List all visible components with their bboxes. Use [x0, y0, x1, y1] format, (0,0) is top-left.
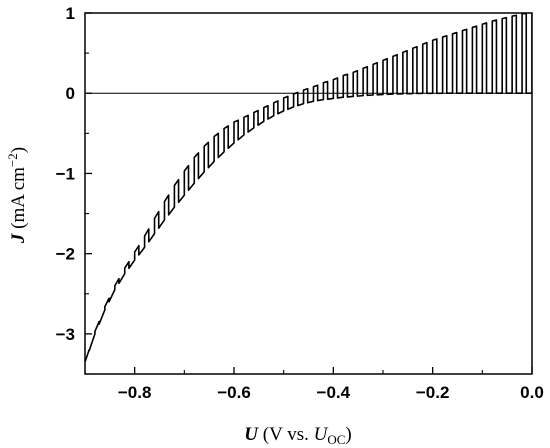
plot-frame — [84, 12, 533, 375]
x-axis-ticks: −0.8 −0.6 −0.4 −0.2 0.0 — [84, 367, 544, 402]
x-tick-label: 0.0 — [520, 383, 544, 402]
y-axis-label: J (mA cm−2) — [5, 147, 29, 244]
x-tick-label: −0.6 — [217, 383, 251, 402]
chopped-illumination-jv-series — [85, 13, 532, 363]
x-axis-label: U (V vs. UOC) — [244, 424, 351, 447]
y-tick-label: 1 — [66, 4, 75, 23]
x-tick-label: −0.4 — [317, 383, 351, 402]
x-tick-label: −0.8 — [118, 383, 152, 402]
y-tick-label: −2 — [56, 245, 75, 264]
y-tick-label: −1 — [56, 164, 75, 183]
plot-area — [84, 12, 533, 375]
y-axis-ticks: −3 −2 −1 0 1 — [56, 4, 92, 375]
x-tick-label: −0.2 — [416, 383, 450, 402]
y-tick-label: 0 — [66, 84, 75, 103]
y-tick-label: −3 — [56, 325, 75, 344]
